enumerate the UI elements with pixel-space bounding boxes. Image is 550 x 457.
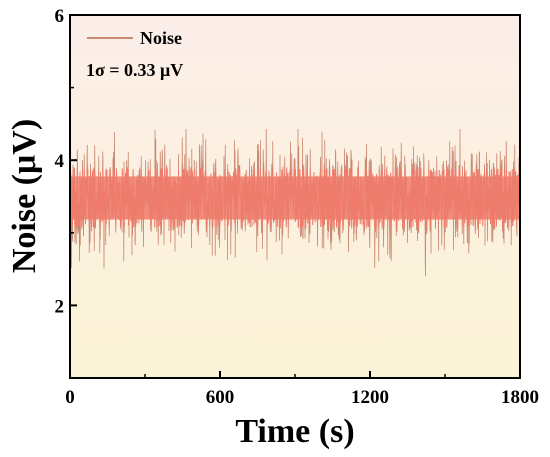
legend: Noise 1σ = 0.33 μV (86, 28, 183, 80)
x-tick-label: 1800 (501, 387, 539, 408)
x-tick-label: 600 (206, 387, 235, 408)
x-tick-label: 1200 (351, 387, 389, 408)
noise-series (70, 128, 520, 277)
x-axis-ticks: 0 600 1200 1800 (65, 371, 539, 408)
legend-label-noise: Noise (140, 28, 182, 48)
x-axis-title: Time (s) (235, 413, 354, 450)
y-axis-title: Noise (μV) (6, 119, 43, 273)
noise-core-line (70, 167, 520, 229)
sigma-annotation: 1σ = 0.33 μV (86, 60, 183, 80)
y-tick-label: 4 (55, 151, 65, 172)
x-tick-label: 0 (65, 387, 75, 408)
y-tick-label: 6 (55, 6, 65, 27)
y-tick-label: 2 (55, 296, 65, 317)
y-axis-ticks: 2 4 6 (55, 6, 77, 379)
